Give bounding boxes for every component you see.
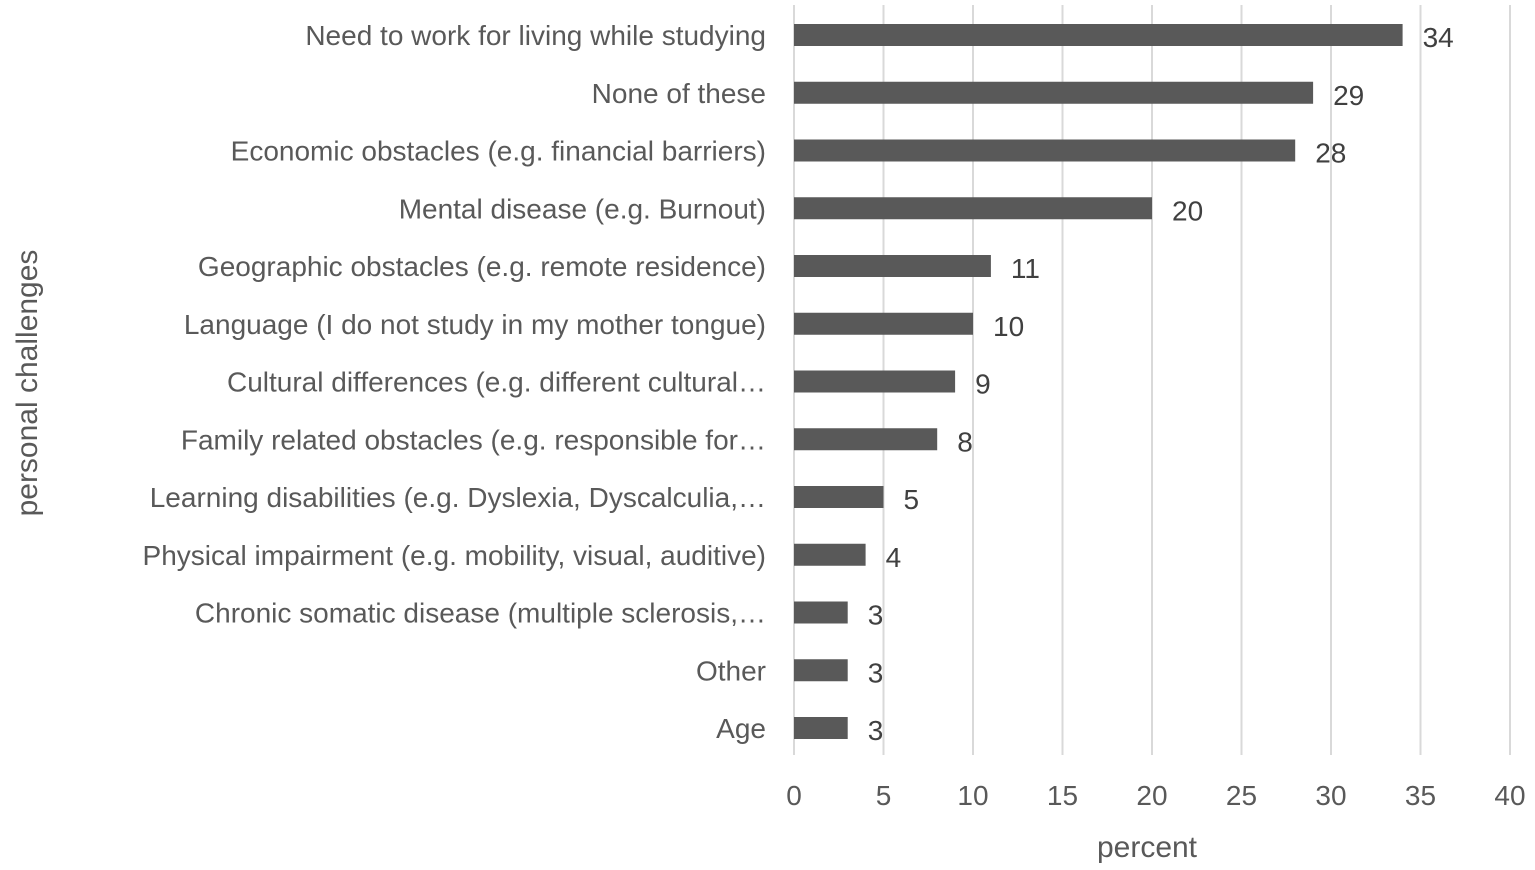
- category-label: Cultural differences (e.g. different cul…: [227, 367, 766, 398]
- category-label: Economic obstacles (e.g. financial barri…: [231, 136, 766, 167]
- category-labels: Need to work for living while studying No…: [143, 20, 766, 744]
- data-label: 20: [1172, 195, 1203, 226]
- category-label: Age: [716, 713, 766, 744]
- data-label: 3: [868, 600, 884, 631]
- x-tick-label: 40: [1494, 780, 1525, 811]
- x-tick-label: 35: [1405, 780, 1436, 811]
- bar: [794, 659, 848, 682]
- x-tick-label: 30: [1315, 780, 1346, 811]
- data-label: 11: [1011, 253, 1040, 284]
- gridlines: [793, 5, 1511, 755]
- data-label: 5: [904, 484, 920, 515]
- data-label: 3: [868, 715, 884, 746]
- data-label: 8: [957, 426, 973, 457]
- x-tick-label: 5: [876, 780, 892, 811]
- data-label: 3: [868, 657, 884, 688]
- bar: [794, 543, 866, 566]
- category-label: Physical impairment (e.g. mobility, visu…: [143, 540, 766, 571]
- bar: [794, 370, 956, 393]
- y-axis-title: personal challenges: [11, 250, 44, 517]
- data-label: 10: [993, 311, 1024, 342]
- x-axis-title: percent: [1097, 831, 1198, 864]
- data-label: 28: [1315, 138, 1346, 169]
- bar: [794, 197, 1152, 220]
- bar: [794, 255, 991, 277]
- category-label: Family related obstacles (e.g. responsib…: [181, 424, 766, 455]
- x-tick-labels: 0 5 10 15 20 25 30 35 40: [786, 780, 1525, 811]
- x-tick-label: 15: [1047, 780, 1078, 811]
- bar: [794, 312, 973, 335]
- bar: [794, 139, 1296, 162]
- category-label: Need to work for living while studying: [305, 20, 766, 51]
- x-tick-label: 10: [957, 780, 988, 811]
- category-label: Chronic somatic disease (multiple sclero…: [195, 598, 766, 629]
- category-label: Other: [696, 655, 766, 686]
- category-label: None of these: [592, 78, 766, 109]
- bar: [794, 717, 848, 739]
- bar: [794, 486, 884, 508]
- x-tick-label: 25: [1226, 780, 1257, 811]
- bar: [794, 24, 1403, 46]
- bar: [794, 601, 848, 624]
- bar: [794, 428, 938, 451]
- data-label: 34: [1423, 22, 1454, 53]
- data-label: 4: [886, 542, 902, 573]
- data-label: 29: [1333, 80, 1364, 111]
- data-label: 9: [975, 369, 991, 400]
- category-label: Learning disabilities (e.g. Dyslexia, Dy…: [150, 482, 766, 513]
- bars: [794, 24, 1403, 739]
- category-label: Language (I do not study in my mother to…: [184, 309, 766, 340]
- category-label: Mental disease (e.g. Burnout): [399, 193, 766, 224]
- x-tick-label: 20: [1136, 780, 1167, 811]
- category-label: Geographic obstacles (e.g. remote reside…: [198, 251, 766, 282]
- x-tick-label: 0: [786, 780, 802, 811]
- bar: [794, 81, 1314, 104]
